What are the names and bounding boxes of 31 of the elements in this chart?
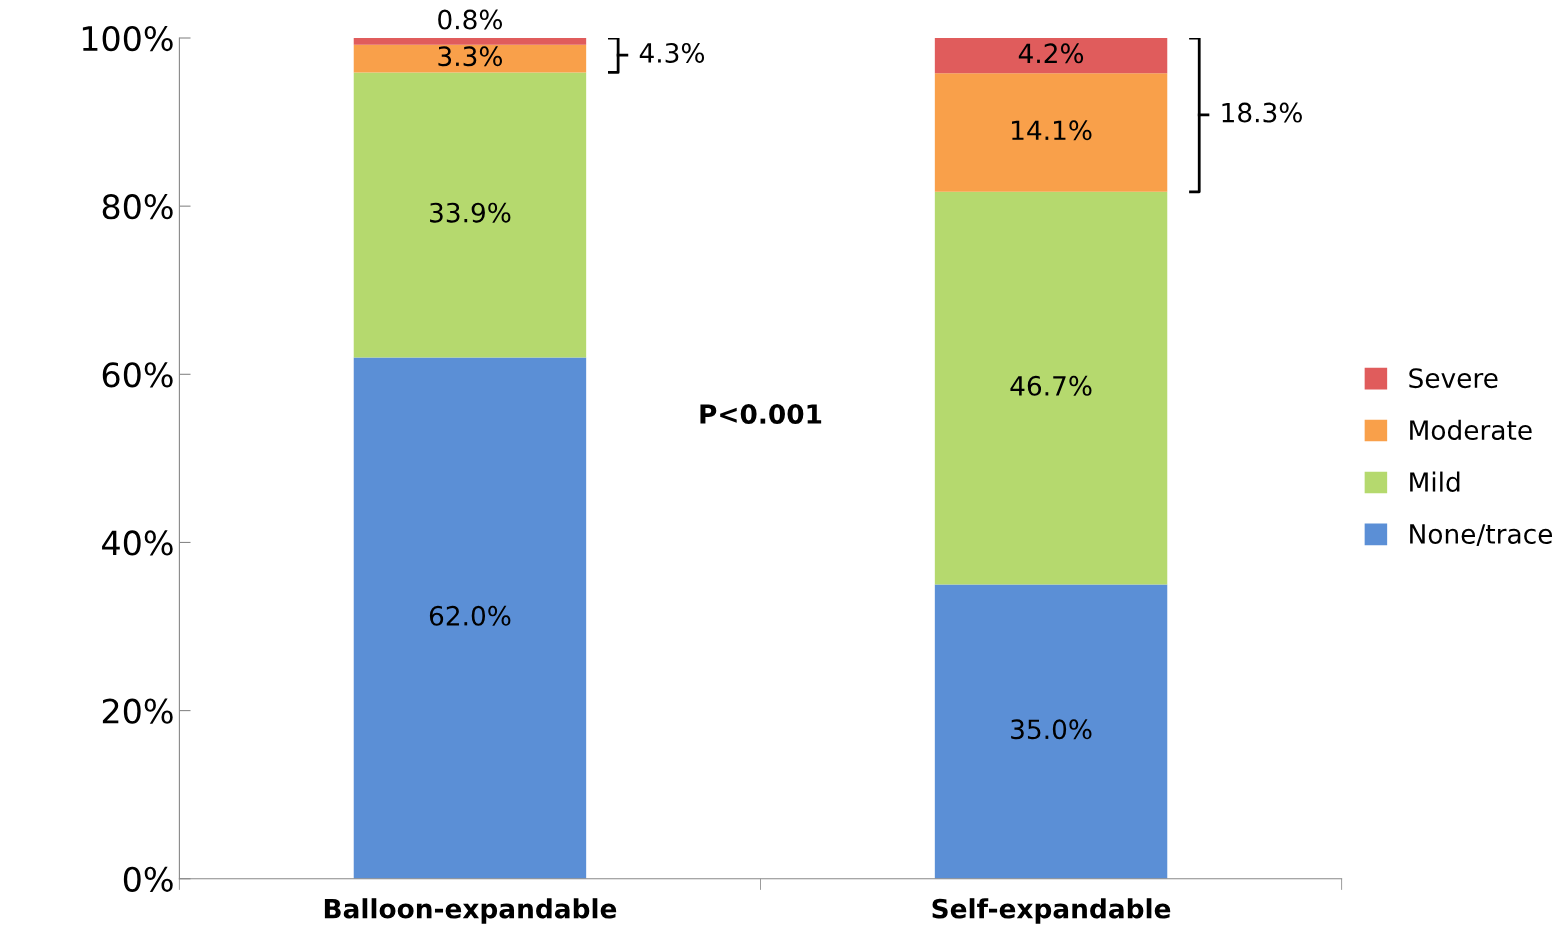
bar	[934, 38, 1168, 74]
annotation: 4.3%	[639, 42, 705, 63]
bar	[353, 357, 587, 879]
y-tick-label: 60%	[102, 362, 173, 388]
bar	[934, 191, 1168, 585]
bar	[934, 73, 1168, 192]
data-label: 3.3%	[438, 46, 503, 67]
bar	[353, 38, 587, 45]
y-tick-label: 0%	[123, 866, 173, 892]
annotation: 18.3%	[1222, 102, 1302, 123]
bar	[353, 44, 587, 73]
data-label: 14.1%	[1012, 120, 1092, 141]
annotation: P<0.001	[700, 404, 822, 424]
data-label: 35.0%	[1011, 719, 1092, 740]
legend-label: None/trace	[1410, 524, 1553, 546]
legend-label: Severe	[1409, 368, 1498, 389]
data-label: 62.0%	[429, 605, 511, 626]
x-tick-label: Self-expandable	[932, 898, 1171, 924]
data-label: 33.9%	[430, 202, 511, 223]
y-tick-label: 100%	[82, 25, 173, 52]
bar	[353, 72, 587, 358]
x-tick-label: Balloon-expandable	[324, 898, 617, 924]
legend-label: Moderate	[1410, 419, 1532, 441]
data-label: 4.2%	[1018, 43, 1084, 64]
y-tick-label: 20%	[102, 698, 173, 724]
data-label: 46.7%	[1010, 375, 1092, 396]
data-label: 0.8%	[438, 9, 503, 30]
legend-label: Mild	[1410, 471, 1460, 492]
bar	[934, 584, 1168, 879]
y-tick-label: 40%	[102, 530, 173, 556]
y-tick-label: 80%	[102, 194, 173, 220]
